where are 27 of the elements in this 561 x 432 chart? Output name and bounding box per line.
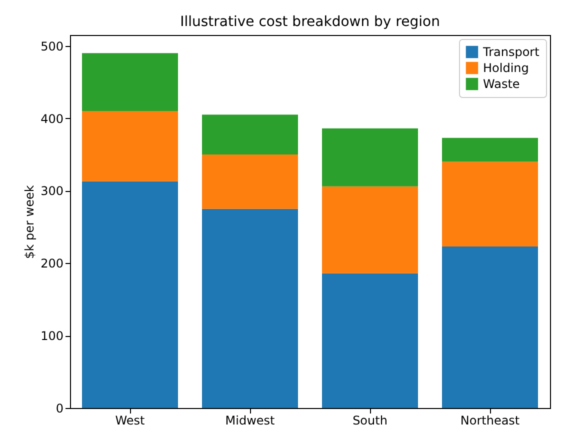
y-tick-label: 100 (40, 329, 64, 344)
y-tick-label: 300 (40, 184, 64, 198)
bar (442, 162, 538, 246)
bar (442, 138, 538, 162)
bar (202, 208, 298, 408)
bar (82, 181, 178, 408)
bar (322, 128, 418, 186)
bar (322, 186, 418, 274)
legend-label: Transport (482, 45, 540, 59)
bar (442, 246, 538, 408)
x-tick-label: South (352, 414, 388, 428)
y-tick-label: 0 (56, 402, 64, 416)
y-tick-label: 400 (40, 112, 64, 126)
bar (202, 154, 298, 209)
bar (82, 53, 178, 112)
x-tick-label: Northeast (460, 414, 520, 428)
bar (82, 111, 178, 182)
y-tick-label: 200 (40, 256, 64, 271)
bar (202, 114, 298, 155)
chart-title: Illustrative cost breakdown by region (180, 14, 440, 30)
legend-label: Waste (483, 77, 520, 91)
y-axis-title: $k per week (22, 185, 37, 259)
y-tick-label: 500 (40, 39, 64, 54)
bar (322, 273, 418, 408)
x-tick-label: West (115, 414, 146, 428)
legend-label: Holding (483, 61, 529, 75)
x-tick-label: Midwest (225, 414, 276, 428)
